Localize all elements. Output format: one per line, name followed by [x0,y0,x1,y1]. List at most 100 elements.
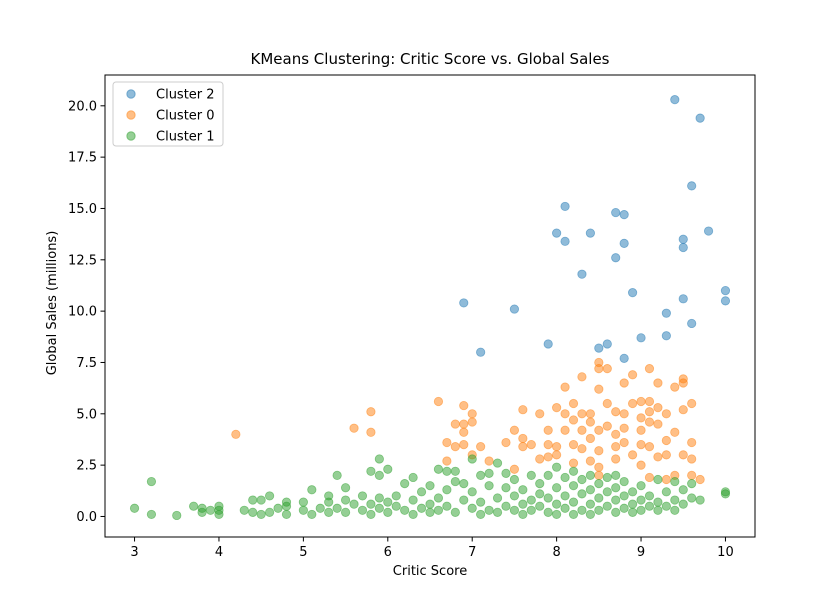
data-point [366,509,376,520]
data-point [627,398,638,409]
data-point [535,409,545,419]
data-point [349,423,359,433]
data-point [476,470,486,480]
data-point [644,501,655,511]
data-point [400,479,410,489]
data-point [560,409,570,419]
y-axis-label: Global Sales (millions) [45,231,60,376]
data-point [594,425,604,435]
data-point [636,481,646,491]
data-point [611,454,621,464]
data-point [281,509,292,520]
data-point [678,242,688,253]
data-point [459,419,469,429]
data-point [324,491,334,501]
data-point [585,470,595,480]
data-point [703,226,714,236]
legend-marker [126,131,136,141]
data-point [653,378,663,388]
y-tick-label: 15.0 [68,202,97,217]
data-point [619,423,629,433]
data-point [265,491,275,501]
data-point [636,396,646,407]
data-point [577,372,587,382]
legend-marker [126,89,136,99]
data-point [526,505,536,515]
data-point [450,507,460,517]
data-point [568,398,579,409]
data-point [552,228,562,238]
data-point [146,476,157,487]
data-point [594,343,604,353]
data-point [374,454,384,464]
data-point [568,415,579,425]
data-point [509,505,520,515]
data-point [476,442,486,452]
data-point [661,331,671,341]
data-point [619,437,629,448]
data-point [459,439,469,450]
data-point [577,425,587,435]
data-point [678,378,688,388]
data-point [374,470,384,480]
legend-marker [126,110,136,120]
data-point [172,510,182,521]
data-point [619,238,629,248]
data-point [543,452,553,462]
data-point [602,472,612,483]
data-point [391,491,401,501]
data-point [661,409,671,419]
data-point [611,407,621,417]
data-point [627,487,638,497]
data-point [518,499,528,509]
y-tick-label: 10.0 [68,305,97,320]
data-point [678,485,688,495]
data-point [627,450,638,460]
data-point [594,462,604,472]
data-point [585,499,595,509]
y-tick-label: 12.5 [68,253,97,268]
data-point [568,509,579,520]
data-point [602,339,612,349]
data-point [484,481,494,491]
data-point [543,493,553,503]
data-point [535,479,545,489]
data-point [619,378,629,388]
data-point [594,479,604,489]
legend-label: Cluster 0 [156,109,215,124]
data-point [644,396,655,407]
data-point [585,433,595,444]
data-point [366,407,376,417]
legend-box [112,81,224,147]
data-point [670,505,680,515]
data-point [627,288,638,298]
data-point [627,499,638,509]
x-tick-label: 3 [130,545,138,560]
data-point [670,495,680,505]
data-point [678,405,688,415]
data-point [231,429,241,439]
data-point [501,483,511,493]
x-tick-label: 7 [468,545,476,560]
data-point [594,493,604,503]
data-point [298,505,308,515]
data-point [383,464,393,474]
data-point [611,483,621,493]
data-point [543,439,553,450]
data-point [661,501,671,511]
data-point [602,398,612,409]
data-point [611,507,621,517]
y-tick-label: 17.5 [68,151,97,166]
plot-frame [104,74,756,538]
data-point [670,476,680,487]
data-point [568,497,579,507]
data-point [467,417,477,427]
data-point [585,409,595,419]
data-point [585,485,595,495]
data-point [560,472,570,483]
data-point [560,503,570,513]
data-point [611,207,621,218]
data-point [636,413,646,423]
data-point [374,503,384,513]
